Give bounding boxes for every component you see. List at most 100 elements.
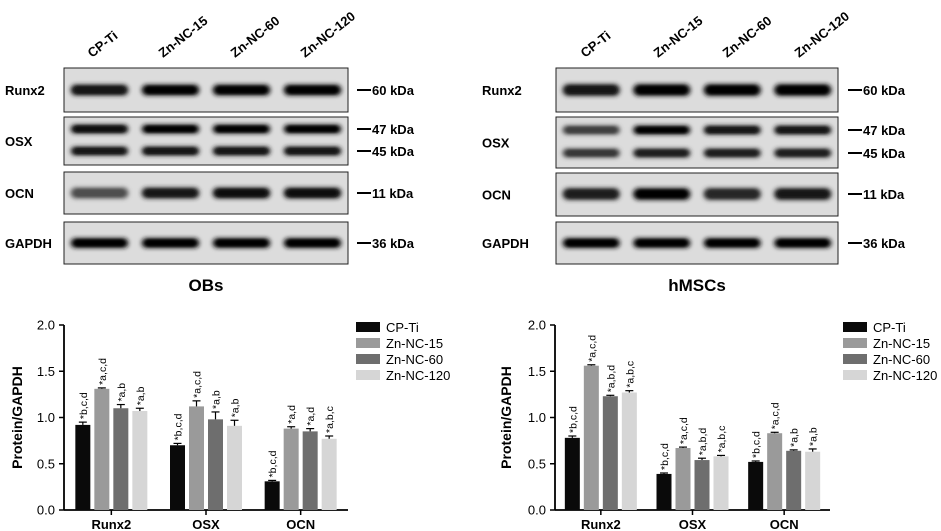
bar (694, 460, 710, 510)
band-core (636, 86, 687, 94)
band-core (216, 126, 267, 132)
significance-label: *a,b,c (716, 426, 728, 453)
band-core (74, 126, 125, 132)
bar (321, 438, 337, 510)
lane-label: Zn-NC-120 (792, 9, 852, 61)
bar (189, 406, 204, 510)
band-core (145, 86, 196, 94)
lane-label: CP-Ti (85, 28, 121, 61)
bar (283, 428, 299, 510)
bar (675, 448, 691, 510)
bar (621, 392, 637, 510)
bar (94, 388, 110, 510)
band-core (216, 148, 267, 154)
band-core (777, 239, 828, 247)
bar (805, 451, 821, 510)
blot-row-runx2: Runx2 60 kDa (482, 67, 906, 113)
band-core (777, 86, 828, 94)
bar (113, 408, 129, 510)
band-core (707, 150, 758, 156)
bar (75, 424, 91, 510)
significance-label: *a,b (116, 383, 128, 402)
blot-panel-obs: CP-Ti Zn-NC-15 Zn-NC-60 Zn-NC-120 Runx2 60 kD… (5, 9, 415, 295)
y-tick-label: 1.5 (528, 364, 546, 379)
y-tick-label: 1.5 (37, 364, 55, 379)
y-tick-label: 2.0 (37, 318, 55, 333)
y-tick-label: 1.0 (528, 410, 546, 425)
legend-swatch (356, 338, 380, 348)
lane-label: Zn-NC-15 (156, 13, 211, 60)
blot-row-ocn: OCN 11 kDa (5, 171, 414, 215)
x-tick-label: OCN (286, 517, 315, 531)
y-axis-label: Protein/GAPDH (9, 366, 25, 469)
blot-row-gapdh: GAPDH 36 kDa (5, 221, 415, 265)
legend-swatch (356, 370, 380, 380)
legend-swatch (843, 338, 867, 348)
marker-label: 60 kDa (863, 83, 906, 98)
significance-label: *a,b,d (605, 365, 617, 393)
significance-label: *a,c,d (97, 358, 109, 385)
lane-label: CP-Ti (578, 28, 614, 61)
western-blot-panels: CP-Ti Zn-NC-15 Zn-NC-60 Zn-NC-120 Runx2 60 kD… (5, 9, 906, 295)
band-core (216, 86, 267, 94)
marker-label: 11 kDa (863, 187, 905, 202)
band-core (707, 86, 758, 94)
row-label: Runx2 (482, 83, 522, 98)
blot-strip (555, 116, 839, 169)
row-label: OCN (482, 188, 511, 203)
legend-label: Zn-NC-15 (386, 336, 443, 351)
marker-label: 36 kDa (372, 236, 415, 251)
lane-label: Zn-NC-120 (298, 9, 358, 61)
band-core (74, 189, 125, 197)
band-core (145, 189, 196, 197)
significance-label: *a,b (135, 386, 147, 405)
row-label: OSX (5, 134, 33, 149)
significance-label: *a,c,d (586, 335, 598, 362)
significance-label: *b,c,d (78, 392, 90, 419)
bar-chart-1: 0.0 0.5 1.0 1.5 2.0 Protein/GAPDH Runx2 *b,c,d *… (9, 318, 450, 531)
legend-swatch (843, 322, 867, 332)
y-tick-label: 0.0 (528, 503, 546, 518)
blot-row-osx: OSX 47 kDa 45 kDa (5, 116, 415, 166)
band-core (566, 150, 617, 156)
band-core (707, 127, 758, 133)
x-tick-label: OSX (192, 517, 220, 531)
bar (132, 411, 148, 510)
significance-label: *a,b (230, 398, 242, 417)
band-core (636, 127, 687, 133)
significance-label: *a,d (286, 405, 298, 424)
band-core (636, 150, 687, 156)
bar (748, 461, 764, 510)
legend-label: Zn-NC-60 (873, 352, 930, 367)
band-core (145, 126, 196, 132)
significance-label: *a,b (808, 427, 820, 446)
bar (170, 445, 185, 510)
band-core (287, 239, 338, 247)
band-core (287, 86, 338, 94)
significance-label: *a,b (789, 428, 801, 447)
blot-row-ocn: OCN 11 kDa (482, 172, 905, 217)
x-tick-label: OSX (679, 517, 707, 531)
band-core (216, 189, 267, 197)
marker-label: 45 kDa (372, 144, 415, 159)
band-core (145, 148, 196, 154)
marker-label: 47 kDa (372, 122, 415, 137)
blot-strip (63, 116, 349, 166)
row-label: GAPDH (5, 236, 52, 251)
significance-label: *a,b,d (697, 428, 709, 456)
band-core (707, 239, 758, 247)
blot-row-gapdh: GAPDH 36 kDa (482, 221, 906, 265)
significance-label: *b,c,d (567, 406, 579, 433)
band-core (216, 239, 267, 247)
legend-label: CP-Ti (386, 320, 419, 335)
x-tick-label: OCN (770, 517, 799, 531)
y-axis-label: Protein/GAPDH (498, 366, 514, 469)
bar (583, 365, 599, 510)
bar (564, 437, 580, 510)
legend-label: Zn-NC-120 (873, 368, 937, 383)
y-tick-label: 0.5 (37, 456, 55, 471)
significance-label: *a,c,d (192, 371, 204, 398)
band-core (287, 189, 338, 197)
legend-label: CP-Ti (873, 320, 906, 335)
band-core (636, 190, 687, 198)
